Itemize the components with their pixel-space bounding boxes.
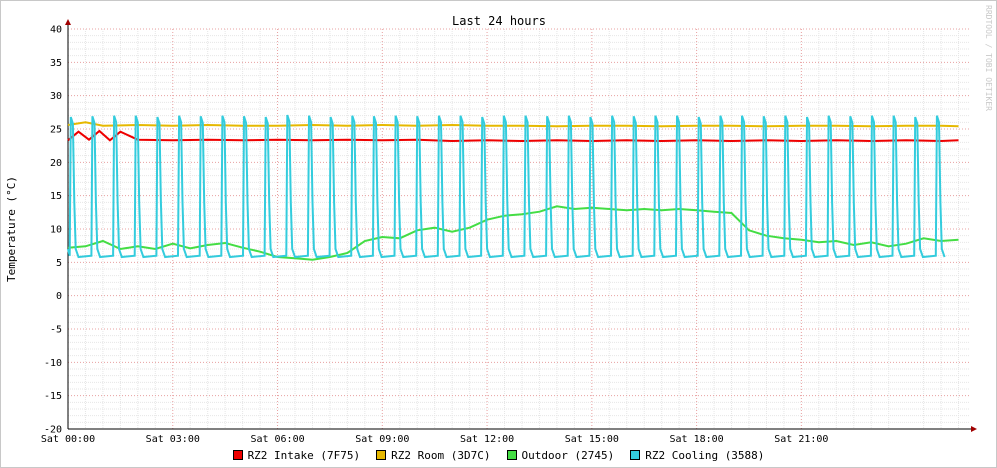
series-lines [67, 114, 959, 261]
y-tick-label: 30 [50, 91, 62, 102]
y-tick-label: 35 [50, 58, 62, 69]
legend-swatch [630, 450, 641, 460]
legend-swatch [506, 450, 517, 460]
x-tick-label: Sat 03:00 [146, 434, 200, 445]
y-tick-label: 15 [50, 191, 62, 202]
legend-label: RZ2 Intake (7F75) [247, 448, 361, 462]
series-line-outdoor [67, 205, 959, 261]
y-tick-label: 20 [50, 158, 62, 169]
x-axis-arrow [971, 426, 977, 432]
series-line-cooling [67, 114, 946, 259]
x-tick-label: Sat 06:00 [250, 434, 304, 445]
x-tick-label: Sat 21:00 [774, 434, 828, 445]
y-tick-label: -10 [44, 358, 62, 369]
legend: RZ2 Intake (7F75) RZ2 Room (3D7C) Outdoor … [1, 447, 996, 463]
legend-swatch [232, 450, 243, 460]
y-tick-label: -5 [50, 325, 62, 336]
chart-title: Last 24 hours [452, 14, 546, 28]
axes: -20 -15 -10 -5 0 5 10 15 20 25 30 35 40 Sat 00:00 Sat … [41, 19, 977, 445]
legend-label: RZ2 Room (3D7C) [391, 448, 491, 462]
y-tick-label: 10 [50, 225, 62, 236]
y-tick-label: 25 [50, 125, 62, 136]
y-tick-label: -20 [44, 425, 62, 436]
y-axis-arrow [65, 19, 71, 25]
legend-swatch [376, 450, 387, 460]
y-tick-label: 5 [56, 258, 62, 269]
x-tick-label: Sat 15:00 [565, 434, 619, 445]
legend-item: RZ2 Room (3D7C) [376, 448, 491, 462]
legend-label: RZ2 Cooling (3588) [645, 448, 765, 462]
y-tick-label: 0 [56, 291, 62, 302]
y-tick-label: -15 [44, 391, 62, 402]
series-line-intake [67, 129, 959, 143]
temperature-chart: -20 -15 -10 -5 0 5 10 15 20 25 30 35 40 Sat 00:00 Sat … [5, 5, 993, 445]
x-tick-label: Sat 09:00 [355, 434, 409, 445]
legend-label: Outdoor (2745) [521, 448, 615, 462]
legend-item: RZ2 Intake (7F75) [232, 448, 361, 462]
legend-item: Outdoor (2745) [506, 448, 615, 462]
rrdtool-watermark: RRDTOOL / TOBI OETIKER [984, 5, 993, 111]
y-axis-label: Temperature (°C) [5, 176, 18, 282]
y-tick-label: 40 [50, 25, 62, 36]
x-tick-label: Sat 18:00 [670, 434, 724, 445]
x-tick-label: Sat 00:00 [41, 434, 95, 445]
x-tick-label: Sat 12:00 [460, 434, 514, 445]
legend-item: RZ2 Cooling (3588) [630, 449, 764, 462]
